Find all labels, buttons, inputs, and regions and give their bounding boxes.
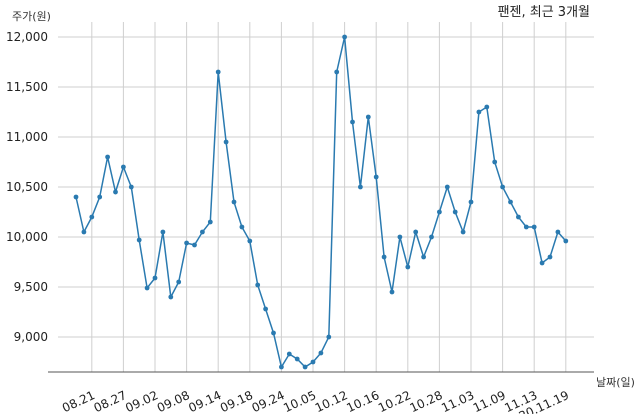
data-point (405, 264, 411, 270)
x-tick-label: 11.09 (471, 388, 508, 414)
x-tick-label: 10.22 (376, 388, 413, 414)
data-point (516, 214, 521, 220)
data-point (81, 229, 87, 235)
y-tick-label: 11,000 (6, 130, 48, 144)
data-point (207, 219, 213, 225)
data-point (271, 330, 276, 336)
data-point (231, 199, 237, 205)
data-point (310, 359, 316, 365)
data-point (152, 275, 158, 281)
x-axis-label: 날짜(일) (596, 375, 635, 389)
x-tick-label: 09.14 (186, 388, 223, 414)
x-tick-label: 08.27 (92, 388, 129, 414)
data-point (105, 154, 110, 160)
data-point (128, 184, 134, 190)
x-tick-label: 11.03 (439, 388, 476, 414)
data-point (342, 34, 347, 40)
data-point (318, 350, 324, 356)
y-tick-label: 9,500 (14, 280, 48, 294)
data-point (421, 254, 426, 260)
x-tick-label: 09.24 (250, 388, 287, 414)
data-point (223, 139, 229, 145)
data-point (286, 351, 292, 357)
data-point (492, 159, 498, 165)
data-point (326, 334, 332, 340)
x-tick-label: 10.12 (313, 388, 350, 414)
x-tick-label: 10.28 (408, 388, 445, 414)
data-point (239, 224, 245, 230)
data-point (381, 254, 387, 260)
data-point (263, 306, 268, 312)
data-point (176, 279, 182, 285)
data-point (547, 254, 553, 260)
x-tick-label: 10.05 (281, 388, 318, 414)
x-tick-label: 10.16 (344, 388, 381, 414)
y-tick-label: 9,000 (14, 330, 48, 344)
x-axis-tick-labels: 08.2108.2709.0209.0809.1409.1809.2410.05… (60, 388, 571, 414)
data-point (215, 69, 221, 75)
data-point (121, 164, 126, 170)
data-point (397, 234, 403, 240)
y-tick-label: 11,500 (6, 80, 48, 94)
data-point (160, 229, 166, 235)
data-point (350, 119, 355, 125)
data-point (365, 114, 371, 120)
data-point (523, 224, 529, 230)
data-point (192, 242, 197, 248)
data-point (563, 238, 569, 244)
data-point (168, 294, 174, 300)
data-point (429, 234, 434, 240)
data-point (89, 214, 95, 220)
data-point (302, 364, 308, 370)
data-point (279, 364, 284, 370)
x-tick-label: 09.08 (155, 388, 192, 414)
chart-title: 팬젠, 최근 3개월 (498, 5, 590, 20)
data-point (508, 199, 513, 205)
data-point (484, 104, 490, 110)
data-point (144, 285, 150, 291)
data-point (136, 237, 142, 243)
data-point (184, 240, 190, 246)
data-point (247, 238, 253, 244)
data-point (460, 229, 466, 235)
data-point (389, 289, 395, 295)
data-point (373, 174, 379, 180)
y-tick-label: 10,000 (6, 230, 48, 244)
data-point (358, 184, 363, 190)
data-point (468, 199, 474, 205)
data-point (500, 184, 505, 190)
data-point (200, 229, 205, 235)
data-point (531, 224, 537, 230)
data-point (555, 229, 561, 235)
data-point (437, 209, 442, 215)
y-tick-label: 12,000 (6, 30, 48, 44)
data-point (476, 109, 482, 115)
data-points (73, 34, 569, 370)
data-point (539, 260, 545, 266)
x-tick-label: 08.21 (60, 388, 97, 414)
data-point (444, 184, 450, 190)
y-axis-label: 주가(원) (12, 10, 51, 23)
y-gridlines (58, 36, 594, 338)
data-point (113, 189, 118, 195)
y-tick-label: 10,500 (6, 180, 48, 194)
x-tick-label: 09.18 (218, 388, 255, 414)
y-axis-tick-labels: 9,000 9,500 10,000 10,500 11,000 11,500 12,000 (6, 30, 48, 344)
data-point (294, 356, 300, 362)
data-point (73, 194, 79, 200)
data-point (452, 209, 458, 215)
data-point (334, 69, 340, 75)
data-point (97, 194, 103, 200)
data-point (413, 229, 419, 235)
x-tick-label: 09.02 (123, 388, 160, 414)
data-point (255, 282, 261, 288)
